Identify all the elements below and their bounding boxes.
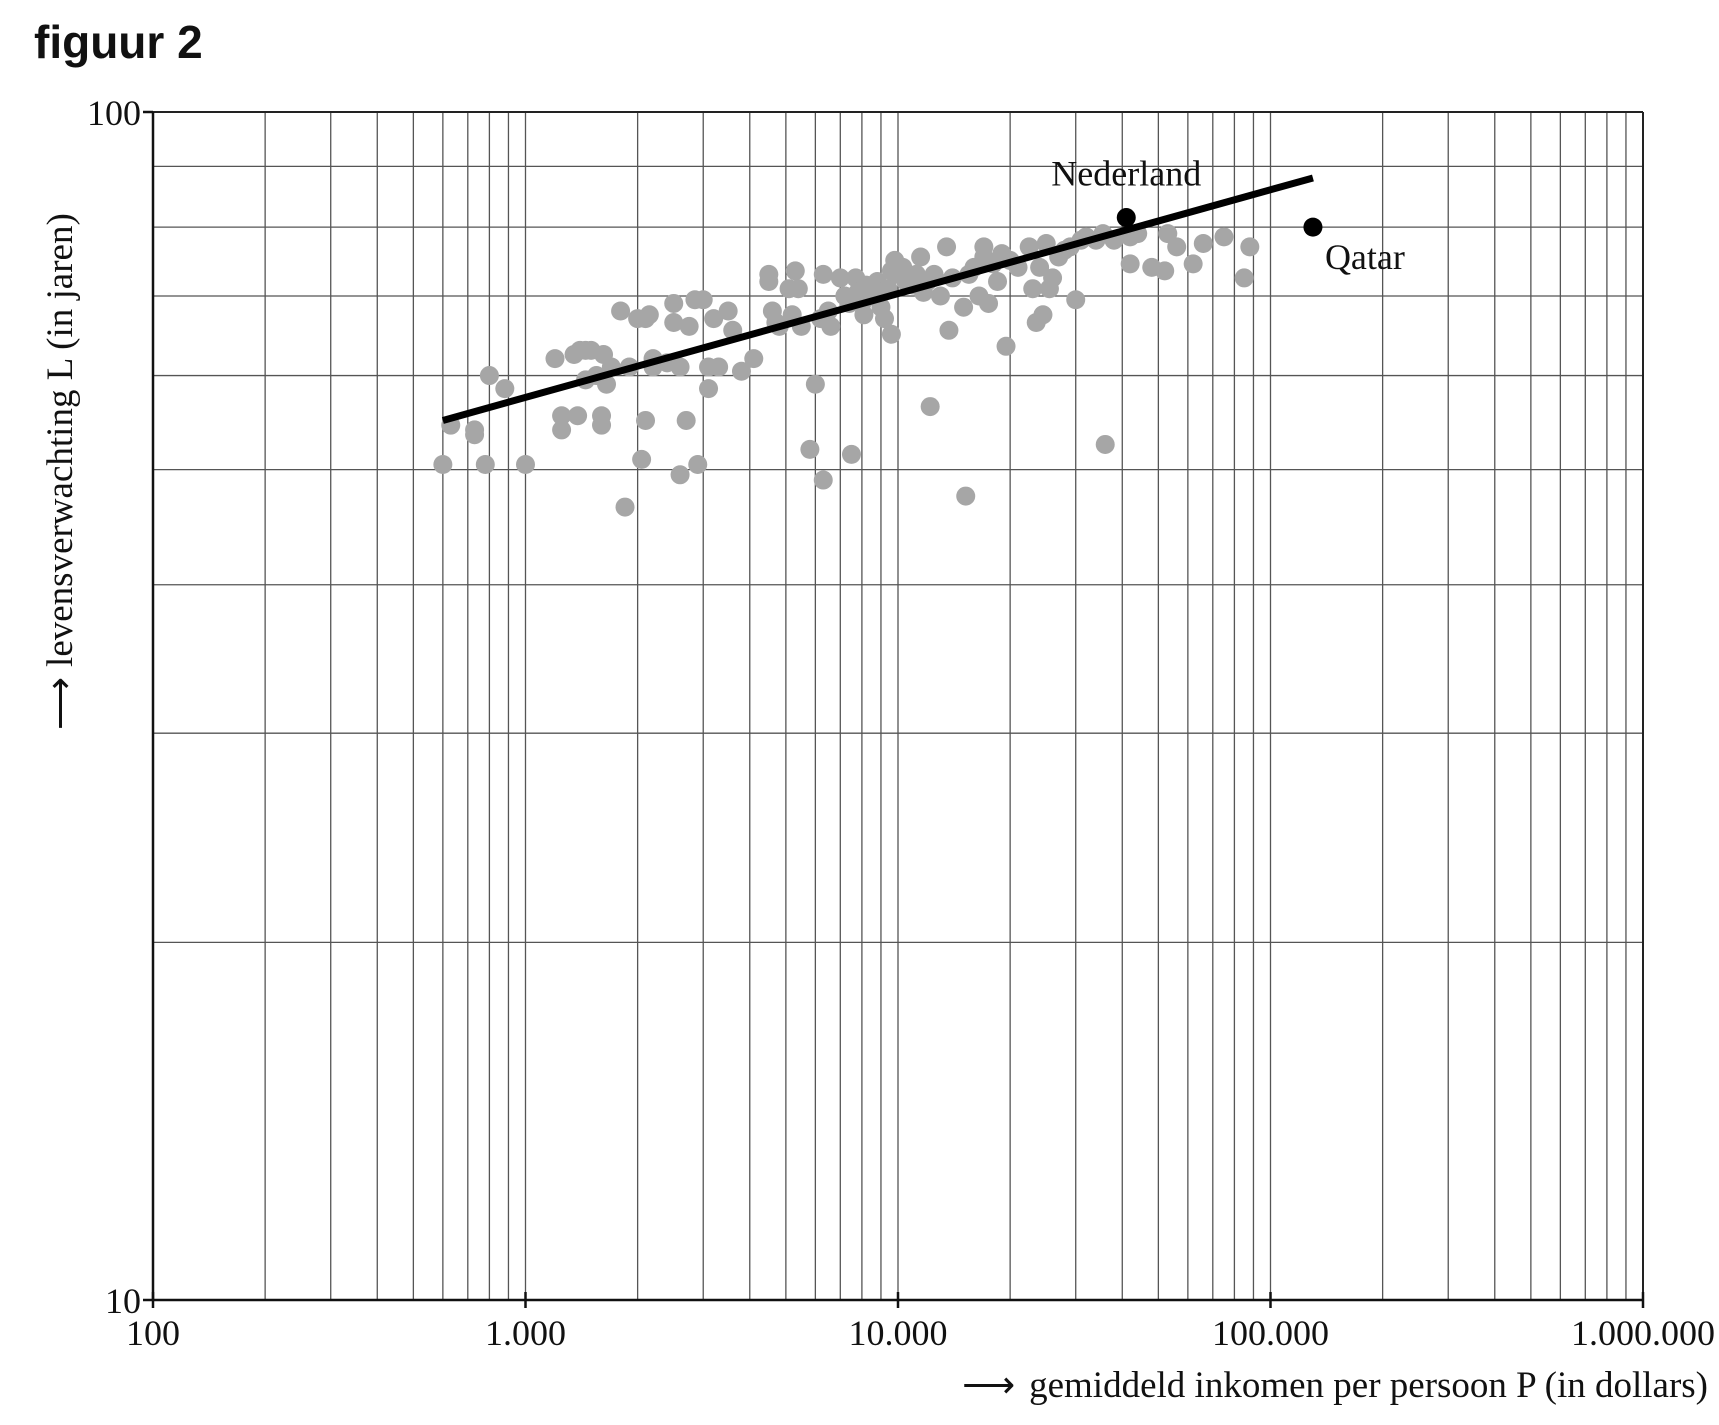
highlighted-points: Nederland Qatar (1051, 154, 1405, 278)
y-tick-label: 10 (105, 1281, 141, 1321)
y-tick-label: 100 (87, 93, 141, 133)
scatter-point (1066, 290, 1086, 310)
scatter-point (636, 410, 656, 430)
scatter-point (639, 305, 659, 325)
scatter-point (988, 271, 1008, 291)
scatter-point (699, 379, 719, 399)
scatter-point (788, 279, 808, 299)
scatter-point (1240, 237, 1260, 257)
trend-line-group (441, 174, 1314, 424)
scatter-point (744, 349, 764, 369)
scatter-point (1234, 268, 1254, 288)
scatter-point (552, 406, 572, 426)
trend-line (441, 174, 1314, 424)
scatter-point (592, 415, 612, 435)
scatter-point (830, 268, 850, 288)
scatter-point (939, 320, 959, 340)
x-tick-label: 100 (126, 1313, 180, 1353)
x-tick-label: 1.000.000 (1571, 1313, 1715, 1353)
y-axis-label-text: levensverwachting L (in jaren) (40, 213, 81, 667)
scatter-point (718, 301, 738, 321)
scatter-point (759, 271, 779, 291)
y-axis-label: ⟶ levensverwachting L (in jaren) (40, 213, 81, 730)
scatter-point (930, 286, 950, 306)
scatter-point (670, 465, 690, 485)
data-points (433, 224, 1260, 517)
scatter-point (479, 366, 499, 386)
scatter-point (954, 297, 974, 317)
scatter-point (841, 444, 861, 464)
scatter-point (465, 425, 485, 445)
scatter-point (552, 420, 572, 440)
scatter-point (1095, 434, 1115, 454)
scatter-point (670, 357, 690, 377)
highlight-point (1116, 208, 1136, 228)
scatter-point (475, 454, 495, 474)
scatter-point (1193, 234, 1213, 254)
scatter-point (495, 379, 515, 399)
highlight-label: Qatar (1325, 237, 1405, 277)
scatter-point (709, 357, 729, 377)
scatter-point (1167, 237, 1187, 257)
scatter-point (1155, 261, 1175, 281)
scatter-point (821, 316, 841, 336)
scatter-point (911, 247, 931, 267)
scatter-point (1183, 254, 1203, 274)
scatter-point (1120, 254, 1140, 274)
scatter-point (516, 454, 535, 474)
scatter-point (854, 305, 874, 325)
scatter-point (974, 237, 994, 257)
scatter-point (688, 454, 708, 474)
scatter-point (615, 497, 635, 517)
x-tick-label: 100.000 (1212, 1313, 1329, 1353)
x-tick-label: 10.000 (849, 1313, 948, 1353)
scatter-point (545, 349, 565, 369)
scatter-point (937, 237, 957, 257)
scatter-point (679, 316, 699, 336)
scatter-point (611, 301, 631, 321)
scatter-point (731, 361, 751, 381)
scatter-point (881, 324, 901, 344)
scatter-point (1214, 227, 1234, 247)
scatter-point (1030, 257, 1050, 277)
scatter-point (568, 406, 588, 426)
scatter-point (875, 309, 895, 329)
highlight-point (1303, 217, 1323, 237)
scatter-point (979, 293, 999, 313)
scatter-point (676, 410, 696, 430)
scatter-point (800, 439, 820, 459)
x-tick-label: 1.000 (485, 1313, 566, 1353)
scatter-point (1043, 268, 1063, 288)
scatter-point (664, 293, 684, 313)
scatter-point (956, 486, 976, 506)
scatter-point (813, 470, 833, 490)
scatter-point (693, 290, 713, 310)
x-axis-label: ⟶ gemiddeld inkomen per persoon P (in dol… (962, 1365, 1708, 1406)
highlight-label: Nederland (1051, 154, 1201, 194)
x-axis-arrow: ⟶ (962, 1365, 1015, 1406)
y-axis-arrow: ⟶ (40, 677, 81, 730)
scatter-point (785, 261, 805, 281)
scatter-point (664, 312, 684, 332)
scatter-point (1019, 237, 1039, 257)
scatter-point (433, 454, 453, 474)
scatter-point (632, 449, 652, 469)
scatter-point (805, 374, 825, 394)
scatter-point (920, 397, 940, 417)
x-axis-label-text: gemiddeld inkomen per persoon P (in doll… (1029, 1365, 1708, 1406)
scatter-point (813, 264, 833, 284)
scatter-point (996, 336, 1016, 356)
scatter-point (1033, 305, 1053, 325)
scatter-point (704, 309, 724, 329)
scatter-point (1023, 279, 1043, 299)
figure-label: figuur 2 (34, 16, 203, 68)
